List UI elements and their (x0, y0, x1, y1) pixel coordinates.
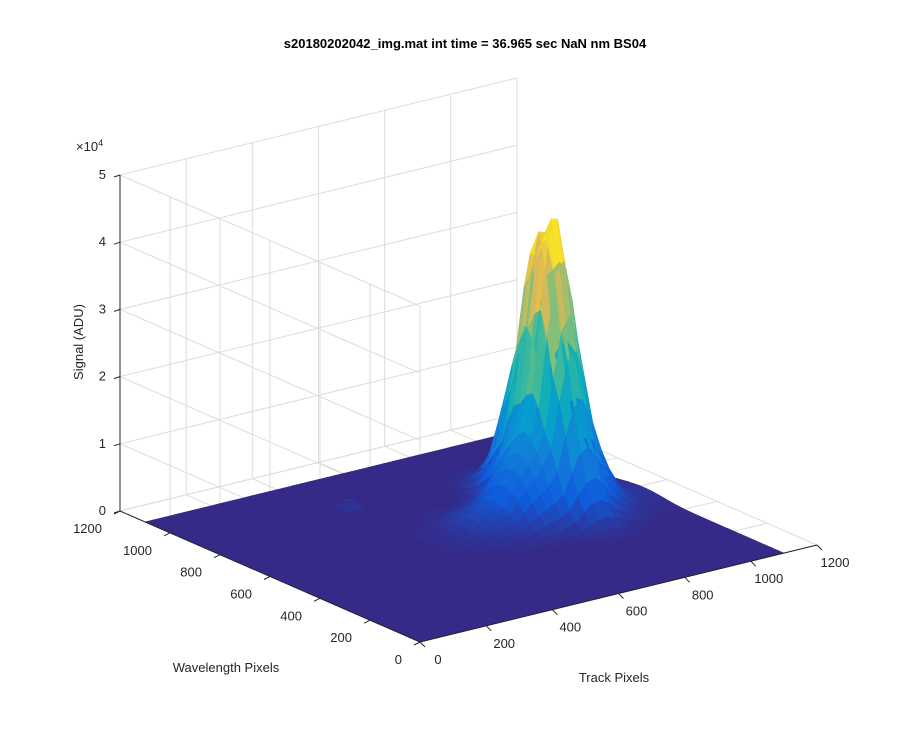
grid-line (119, 77, 518, 176)
z-tick-label: 4 (99, 234, 106, 249)
z-tick-mark (113, 510, 121, 514)
z-tick-mark (113, 308, 121, 312)
x-tick-mark (618, 593, 624, 599)
z-tick-mark (113, 443, 121, 447)
grid-line (119, 144, 518, 243)
y-tick-mark (163, 532, 171, 537)
x-tick-mark (684, 576, 691, 583)
z-tick-mark (113, 241, 121, 245)
x-tick-label: 200 (493, 636, 515, 651)
grid-line (119, 174, 421, 307)
chart-title: s20180202042_img.mat int time = 36.965 s… (284, 36, 647, 51)
y-tick-mark (363, 619, 371, 624)
x-tick-label: 600 (626, 604, 648, 619)
grid-line (119, 413, 518, 512)
grid-line (119, 308, 421, 441)
y-tick-mark (263, 576, 271, 580)
x-tick-label: 1000 (754, 571, 783, 586)
x-axis-label: Track Pixels (579, 670, 650, 685)
z-exponent-label: ×104 (76, 138, 103, 154)
x-tick-mark (419, 641, 426, 648)
z-tick-label: 1 (99, 436, 106, 451)
axis-layer: 0200400600800100012000200400600800100012… (73, 167, 849, 667)
x-tick-mark (485, 625, 492, 632)
y-tick-label: 600 (230, 587, 252, 602)
grid-line (119, 279, 518, 378)
x-tick-mark (551, 609, 558, 616)
y-axis-label: Wavelength Pixels (173, 660, 280, 675)
y-tick-label: 1200 (73, 521, 102, 536)
x-tick-label: 1200 (821, 555, 850, 570)
x-tick-label: 800 (692, 587, 714, 602)
z-tick-label: 3 (99, 301, 106, 316)
z-tick-label: 0 (99, 503, 106, 518)
z-tick-label: 5 (99, 167, 106, 182)
surface-layer (144, 218, 785, 643)
x-tick-mark (816, 544, 823, 551)
grid-line (119, 211, 518, 310)
y-tick-mark (213, 554, 221, 559)
y-tick-label: 1000 (123, 543, 152, 558)
z-tick-mark (113, 376, 121, 380)
z-tick-label: 2 (99, 369, 106, 384)
z-axis-label: Signal (ADU) (71, 304, 86, 380)
y-tick-label: 400 (280, 608, 302, 623)
z-tick-mark (113, 174, 121, 178)
y-tick-label: 200 (330, 630, 352, 645)
y-tick-label: 800 (180, 565, 202, 580)
grid-line (119, 346, 518, 445)
y-tick-mark (413, 641, 421, 646)
x-tick-label: 400 (559, 620, 581, 635)
y-tick-label: 0 (395, 652, 402, 667)
y-tick-mark (313, 597, 321, 602)
x-tick-mark (750, 560, 757, 567)
grid-line (119, 241, 421, 374)
x-tick-label: 0 (434, 652, 441, 667)
